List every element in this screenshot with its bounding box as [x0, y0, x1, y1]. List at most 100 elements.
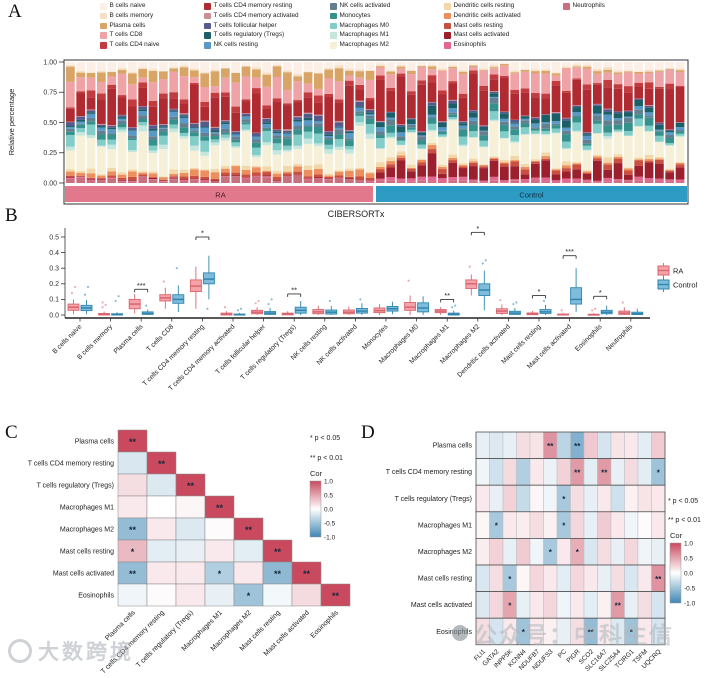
bar-segment	[531, 117, 540, 120]
bar-segment	[262, 142, 272, 146]
legend-swatch	[330, 22, 337, 30]
bar-segment	[200, 176, 210, 180]
bar-segment	[293, 134, 303, 146]
panel-label-c: C	[5, 422, 18, 443]
bar-segment	[489, 97, 499, 104]
bar-segment	[365, 109, 375, 113]
bar-segment	[603, 87, 613, 109]
legend-label: T cells CD8	[109, 31, 143, 39]
bar-segment	[97, 178, 106, 179]
bar-segment	[97, 174, 106, 176]
gene-corr-cell	[651, 591, 666, 619]
bar-segment	[593, 113, 602, 116]
bar-segment	[427, 62, 437, 66]
bar-segment	[334, 99, 344, 103]
bar-segment	[562, 134, 571, 142]
bar-segment	[376, 131, 385, 135]
bar-segment	[438, 121, 447, 122]
bar-segment	[634, 71, 644, 72]
bar-segment	[551, 132, 561, 134]
bar-segment	[365, 173, 375, 178]
bar-segment	[469, 162, 478, 167]
bar-segment	[634, 71, 644, 74]
bar-segment	[314, 177, 323, 179]
bar-segment	[551, 72, 561, 74]
bar-segment	[665, 170, 675, 173]
bar-segment	[128, 127, 137, 131]
bar-segment	[572, 122, 582, 131]
bar-segment	[76, 121, 86, 124]
bar-segment	[562, 141, 571, 149]
bar-segment	[210, 133, 220, 137]
bar-segment	[407, 70, 416, 75]
bar-segment	[148, 179, 158, 180]
bar-segment	[489, 157, 499, 159]
bar-segment	[675, 71, 685, 86]
bar-segment	[117, 181, 127, 183]
bar-segment	[386, 180, 396, 183]
bar-segment	[644, 105, 654, 108]
bar-segment	[345, 179, 354, 183]
gene-corr-cell	[624, 564, 639, 592]
bar-segment	[252, 67, 261, 70]
bar-segment	[210, 142, 220, 146]
bar-segment	[675, 130, 685, 132]
bar-segment	[262, 118, 272, 119]
gene-corr-star: *	[549, 548, 553, 557]
legend-label: Macrophages M2	[339, 41, 389, 49]
bar-segment	[655, 70, 664, 72]
bar-segment	[86, 90, 96, 98]
bar-segment	[179, 169, 189, 173]
bar-segment	[448, 62, 458, 66]
bar-segment	[210, 172, 220, 179]
bar-segment	[324, 78, 334, 94]
bar-segment	[634, 106, 644, 110]
bar-segment	[593, 105, 602, 114]
bar-segment	[438, 169, 447, 174]
bar-segment	[355, 176, 365, 181]
bar-segment	[675, 162, 685, 165]
bar-segment	[489, 180, 499, 183]
box-ra	[404, 302, 417, 311]
bar-segment	[500, 76, 509, 78]
bar-segment	[582, 173, 592, 180]
bar-segment	[458, 97, 468, 122]
bar-segment	[76, 72, 86, 78]
bar-segment	[128, 99, 137, 107]
bar-segment	[438, 166, 447, 170]
bar-segment	[376, 75, 385, 80]
corr-cell	[146, 583, 177, 607]
bar-segment	[272, 135, 282, 139]
bar-segment	[386, 119, 396, 126]
bar-segment	[531, 93, 540, 98]
bar-segment	[613, 74, 623, 85]
bar-segment	[396, 140, 406, 145]
bar-segment	[510, 62, 520, 71]
bar-segment	[417, 140, 427, 145]
outlier-dot	[114, 299, 117, 303]
bar-segment	[159, 126, 168, 128]
corr-cell	[175, 561, 206, 585]
bar-segment	[355, 115, 365, 123]
bar-segment	[417, 65, 427, 67]
bar-segment	[396, 64, 406, 67]
bar-segment	[138, 111, 148, 116]
gene-corr-cell	[637, 484, 652, 513]
bar-segment	[148, 106, 158, 125]
bar-segment	[572, 116, 582, 123]
bar-segment	[159, 131, 168, 136]
corr-cell	[117, 451, 148, 475]
bar-segment	[97, 134, 106, 140]
bar-segment	[190, 128, 199, 131]
bar-segment	[562, 171, 571, 179]
bar-segment	[613, 84, 623, 89]
bar-segment	[272, 143, 282, 151]
gene-corr-cell	[489, 458, 504, 486]
bar-segment	[231, 82, 241, 107]
bar-segment	[448, 108, 458, 113]
outlier-dot	[175, 267, 178, 270]
bar-segment	[469, 66, 478, 71]
outlier-dot	[145, 304, 148, 307]
bar-segment	[593, 84, 602, 104]
bar-segment	[489, 111, 499, 120]
